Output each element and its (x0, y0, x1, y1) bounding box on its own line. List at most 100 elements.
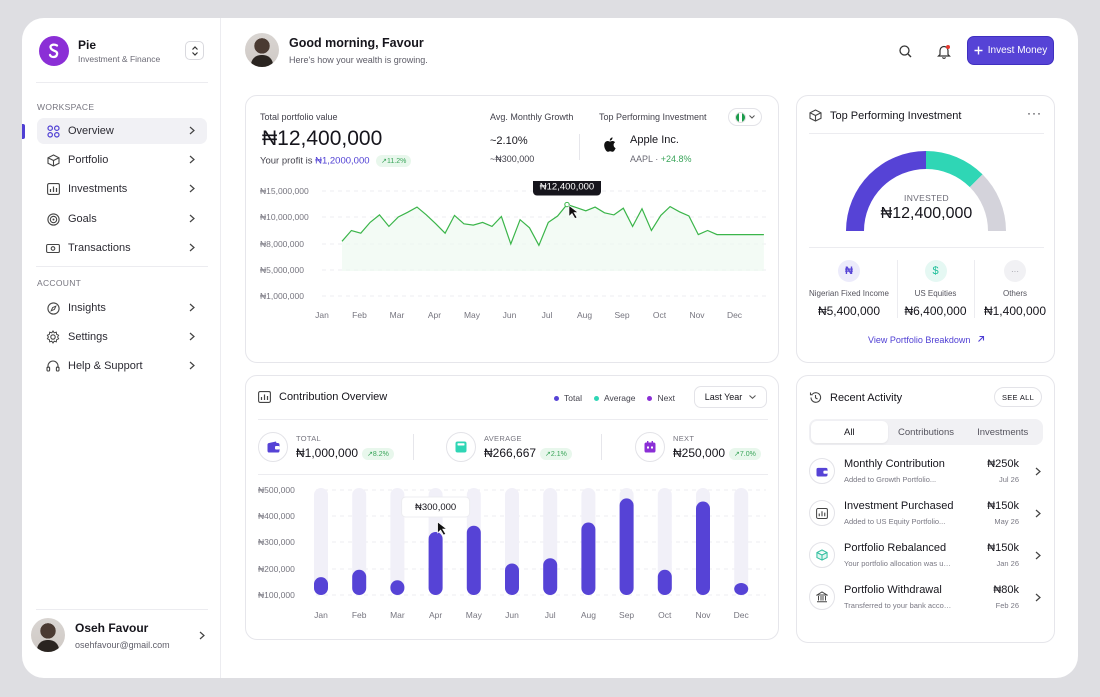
view-breakdown-link[interactable]: View Portfolio Breakdown (797, 335, 1056, 345)
card-title: Top Performing Investment (830, 109, 962, 122)
stat-label: TOTAL (296, 434, 321, 443)
dollar-icon: $ (924, 260, 947, 282)
chevron-right-icon (1035, 593, 1041, 602)
tab-contributions[interactable]: Contributions (898, 427, 954, 438)
user-name: Oseh Favour (75, 620, 149, 635)
cube-icon (809, 109, 822, 122)
top-investment-name: Apple Inc. (630, 134, 679, 146)
growth-amount: ~₦300,000 (490, 154, 535, 164)
activity-row[interactable]: Portfolio Withdrawal Transferred to your… (809, 583, 1043, 613)
stat-next: NEXT ₦250,000 ↗7.0% (635, 432, 761, 462)
sidebar-item-overview[interactable]: Overview (37, 118, 207, 144)
legend-label: Average (603, 393, 636, 403)
wallet-icon (258, 432, 288, 462)
chevron-down-icon (749, 115, 755, 119)
activity-date: Jan 26 (996, 559, 1019, 568)
more-dots-icon: ··· (1004, 260, 1026, 282)
bar (352, 569, 367, 595)
workspace-switch-button[interactable] (185, 41, 204, 60)
sidebar-item-label: Investments (68, 183, 128, 195)
bar (390, 580, 405, 595)
card-header: Top Performing Investment (809, 109, 961, 122)
legend-label: Total (564, 393, 582, 403)
divider (809, 247, 1044, 248)
stat-label: NEXT (673, 434, 695, 443)
y-tick-label: ₦300,000 (258, 537, 295, 547)
gauge-segment (846, 151, 926, 231)
activity-row[interactable]: Investment Purchased Added to US Equity … (809, 499, 1043, 529)
divider (36, 82, 208, 83)
sidebar-item-insights[interactable]: Insights (37, 295, 207, 321)
bar (657, 569, 672, 595)
period-label: Last Year (704, 392, 743, 402)
bar-chart-icon (258, 391, 271, 403)
stat-badge: ↗2.1% (540, 447, 572, 460)
activity-amount: ₦150k (987, 542, 1019, 554)
bar-chart-icon (46, 182, 60, 196)
legend-dot (593, 396, 599, 402)
growth-value: ~2.10% (490, 135, 528, 147)
sidebar-item-goals[interactable]: Goals (37, 206, 207, 232)
invest-money-button[interactable]: Invest Money (967, 36, 1054, 65)
tab-all[interactable]: All (811, 421, 888, 443)
see-all-button[interactable]: SEE ALL (994, 387, 1042, 407)
activity-tabs: All Contributions Investments (809, 419, 1043, 445)
sidebar-item-label: Goals (68, 213, 97, 225)
activity-amount: ₦250k (987, 458, 1019, 470)
bar-track (390, 488, 405, 595)
more-options-icon[interactable]: ··· (1027, 106, 1042, 120)
stat-average: AVERAGE ₦266,667 ↗2.1% (446, 432, 572, 462)
currency-select[interactable] (728, 108, 762, 126)
activity-date: May 26 (994, 517, 1019, 526)
x-tick-label: Apr (428, 310, 441, 320)
notifications-button[interactable] (935, 42, 953, 60)
calendar-icon (635, 432, 665, 462)
card-header: Contribution Overview (258, 391, 387, 403)
y-tick-label: ₦5,000,000 (260, 265, 304, 275)
tab-investments[interactable]: Investments (977, 427, 1029, 438)
contribution-bar-chart[interactable]: ₦500,000 ₦400,000 ₦300,000 ₦200,000 ₦100,000… (246, 480, 780, 636)
activity-row[interactable]: Portfolio Rebalanced Your portfolio allo… (809, 541, 1043, 571)
profit-prefix: Your profit is (260, 155, 313, 167)
chevron-right-icon (189, 214, 195, 223)
bar-track (657, 488, 672, 595)
nigeria-flag-icon (735, 111, 746, 123)
period-select[interactable]: Last Year (694, 386, 767, 408)
y-tick-label: ₦100,000 (258, 590, 295, 600)
breakdown-item-others: ··· Others ₦1,400,000 (974, 260, 1056, 318)
x-tick-label: Oct (653, 310, 667, 320)
sidebar-item-help-support[interactable]: Help & Support (37, 353, 207, 379)
cube-icon (46, 153, 60, 167)
bar (543, 558, 558, 595)
breakdown-value: ₦1,400,000 (983, 304, 1047, 318)
activity-row[interactable]: Monthly Contribution Added to Growth Por… (809, 457, 1043, 487)
x-tick-label: Jun (505, 610, 519, 620)
chevron-right-icon (189, 184, 195, 193)
banknote-icon (46, 241, 60, 255)
chevron-right-icon (189, 361, 195, 370)
x-tick-label: Sep (619, 610, 634, 620)
user-profile[interactable]: Oseh Favour osehfavour@gmail.com (31, 618, 205, 652)
sidebar-item-label: Insights (68, 302, 106, 314)
portfolio-line-chart[interactable]: ₦15,000,000 ₦10,000,000 ₦8,000,000 ₦5,000,0… (246, 181, 780, 331)
chevron-up-down-icon (191, 45, 198, 56)
bar-track (352, 488, 367, 595)
x-tick-label: Jan (314, 610, 328, 620)
x-tick-label: Jan (315, 310, 329, 320)
sidebar-item-settings[interactable]: Settings (37, 324, 207, 350)
sidebar-item-transactions[interactable]: Transactions (37, 235, 207, 261)
bar (581, 522, 596, 595)
search-icon (898, 44, 911, 57)
gauge-value: ₦12,400,000 (880, 205, 973, 222)
search-button[interactable] (896, 42, 914, 60)
brand[interactable]: Pie Investment & Finance (39, 36, 160, 66)
gauge-segment (926, 151, 983, 188)
sidebar-item-investments[interactable]: Investments (37, 176, 207, 202)
link-label: View Portfolio Breakdown (868, 335, 971, 345)
cursor-arrow-icon (437, 521, 448, 536)
ticker: AAPL (630, 154, 653, 164)
activity-subtitle: Added to Growth Portfolio... (844, 475, 937, 484)
app-window: Pie Investment & Finance WORKSPACE Overv… (22, 18, 1078, 678)
activity-title: Monthly Contribution (844, 458, 945, 470)
sidebar-item-portfolio[interactable]: Portfolio (37, 147, 207, 173)
